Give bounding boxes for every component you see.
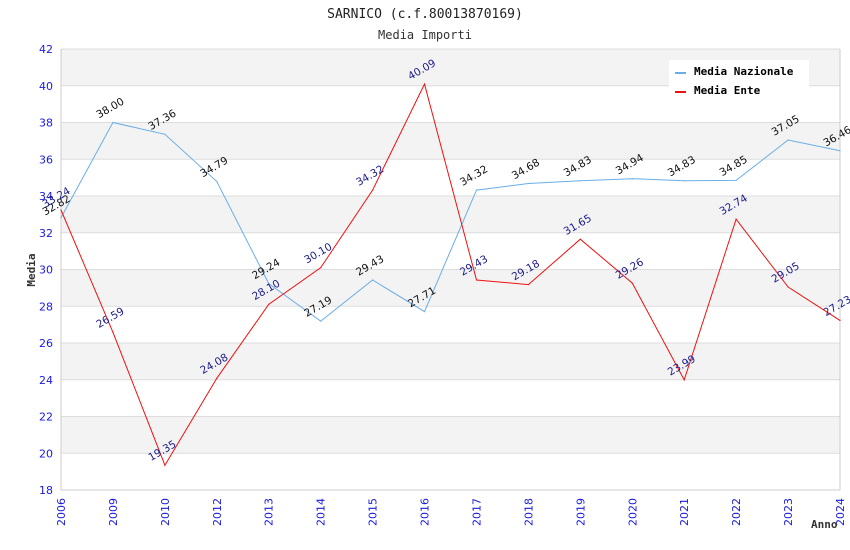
x-tick-label: 2020 <box>626 498 639 526</box>
y-tick-label: 30 <box>39 264 53 277</box>
y-tick-label: 36 <box>39 153 53 166</box>
x-tick-label: 2023 <box>782 498 795 526</box>
data-point-media-ente <box>112 331 114 333</box>
data-point-media-nazionale <box>60 217 62 219</box>
x-tick-label: 2015 <box>367 498 380 526</box>
data-point-media-ente <box>164 464 166 466</box>
data-point-media-nazionale <box>475 189 478 191</box>
data-point-media-nazionale <box>839 150 841 152</box>
band-32-34 <box>61 196 840 233</box>
data-point-media-nazionale <box>216 180 218 183</box>
data-point-media-nazionale <box>631 178 633 180</box>
data-point-media-ente <box>579 238 581 240</box>
data-point-media-nazionale <box>579 180 581 182</box>
data-point-media-ente <box>683 379 685 381</box>
y-tick-label: 32 <box>39 227 53 240</box>
data-point-media-nazionale <box>268 282 270 285</box>
band-26-28 <box>61 306 840 343</box>
data-point-media-nazionale <box>372 279 374 281</box>
x-tick-label: 2012 <box>211 498 224 526</box>
data-point-media-nazionale <box>164 133 166 135</box>
data-point-media-nazionale <box>683 180 685 182</box>
y-tick-label: 18 <box>39 484 53 497</box>
x-tick-label: 2009 <box>107 498 120 526</box>
y-tick-label: 22 <box>39 411 53 424</box>
y-tick-label: 40 <box>39 80 53 93</box>
data-point-media-ente <box>60 209 62 211</box>
data-point-media-ente <box>787 286 789 288</box>
legend-box <box>669 60 809 102</box>
data-point-media-ente <box>320 267 322 269</box>
legend: Media Nazionale Media Ente <box>669 60 809 102</box>
band-34-36 <box>61 159 840 196</box>
y-tick-label: 24 <box>39 374 53 387</box>
band-28-30 <box>61 269 840 307</box>
data-point-media-ente <box>527 283 530 286</box>
chart-subtitle: Media Importi <box>378 28 472 42</box>
band-24-26 <box>61 343 840 380</box>
data-point-media-ente <box>631 282 633 284</box>
data-point-media-ente <box>423 83 426 85</box>
data-point-media-ente <box>475 279 478 281</box>
data-point-media-nazionale <box>112 121 114 124</box>
y-tick-label: 42 <box>39 43 53 56</box>
x-tick-label: 2024 <box>834 498 847 526</box>
x-tick-label: 2021 <box>678 498 691 526</box>
y-tick-labels: 18 20 22 24 26 28 30 32 34 36 38 40 42 <box>39 43 53 497</box>
x-tick-label: 2018 <box>522 498 535 526</box>
y-tick-label: 20 <box>39 447 53 460</box>
y-tick-label: 34 <box>39 190 53 203</box>
data-point-media-nazionale <box>423 310 426 313</box>
x-tick-label: 2013 <box>263 498 276 526</box>
band-36-38 <box>61 122 840 160</box>
data-point-media-ente <box>735 218 737 220</box>
x-tick-label: 2016 <box>419 498 432 526</box>
y-tick-label: 28 <box>39 300 53 313</box>
data-point-media-ente <box>839 319 841 321</box>
data-point-media-ente <box>268 303 270 306</box>
series-line-media-ente <box>60 82 841 467</box>
legend-label-media-nazionale: Media Nazionale <box>694 65 794 78</box>
x-tick-label: 2022 <box>730 498 743 526</box>
data-point-media-nazionale <box>320 320 322 322</box>
x-tick-label: 2006 <box>55 498 68 526</box>
band-22-24 <box>61 379 840 417</box>
band-18-20 <box>61 453 840 490</box>
x-tick-label: 2019 <box>574 498 587 526</box>
series-line-media-nazionale <box>60 121 841 322</box>
data-point-media-ente <box>216 377 218 379</box>
y-tick-label: 26 <box>39 337 53 350</box>
x-axis-label: Anno <box>811 518 838 531</box>
series-lines <box>60 82 841 467</box>
x-tick-label: 2010 <box>159 498 172 526</box>
x-tick-label: 2014 <box>315 498 328 526</box>
y-axis-label: Media <box>25 253 38 286</box>
band-20-22 <box>61 416 840 454</box>
data-point-media-nazionale <box>735 179 737 181</box>
x-tick-label: 2017 <box>470 498 483 526</box>
plot-background-bands <box>61 49 840 490</box>
x-tick-labels: 2006 2009 2010 2012 2013 2014 2015 2016 2017 2018… <box>55 498 847 526</box>
data-point-media-ente <box>372 189 374 191</box>
data-point-media-nazionale <box>787 139 789 141</box>
legend-label-media-ente: Media Ente <box>694 84 761 97</box>
data-point-media-nazionale <box>527 182 530 185</box>
chart-title: SARNICO (c.f.80013870169) <box>327 7 523 22</box>
y-tick-label: 38 <box>39 117 53 130</box>
